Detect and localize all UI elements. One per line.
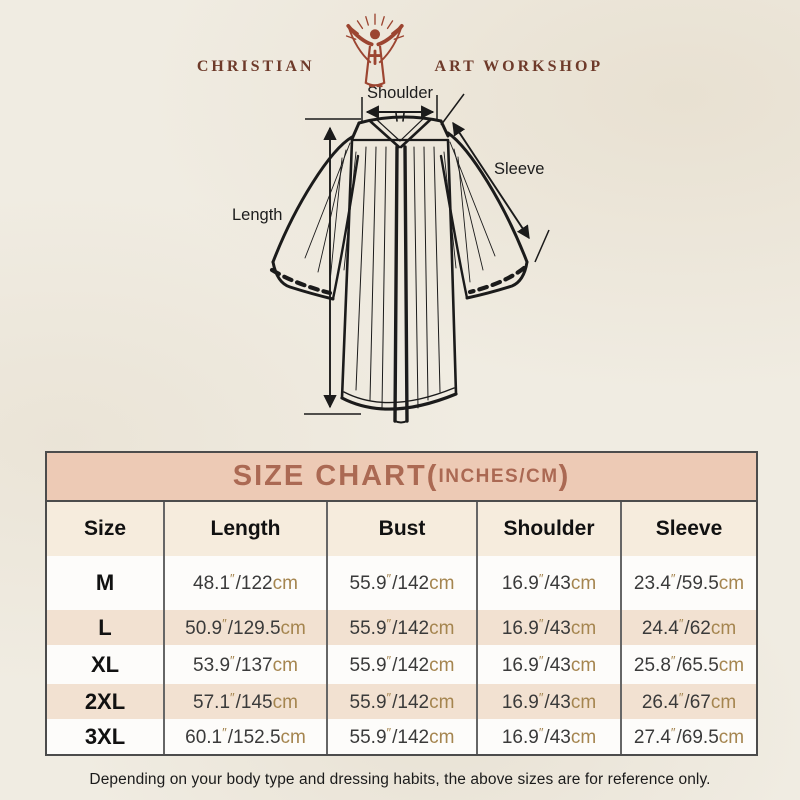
brand-header: CHRISTIAN <box>0 12 800 95</box>
length-value: 50.9″/129.5cm <box>163 610 327 645</box>
length-value: 53.9″/137cm <box>163 645 327 684</box>
sleeve-value: 26.4″/67cm <box>620 684 756 719</box>
column-header-sleeve: Sleeve <box>620 502 756 556</box>
size-row-l: L 50.9″/129.5cm 55.9″/142cm 16.9″/43cm 24.4″… <box>47 610 756 645</box>
sleeve-value: 25.8″/65.5cm <box>620 645 756 684</box>
sleeve-value: 24.4″/62cm <box>620 610 756 645</box>
bust-value: 55.9″/142cm <box>326 556 477 610</box>
size-chart-title: SIZE CHART(INCHES/CM) <box>47 453 756 502</box>
size-chart-card: SIZE CHART(INCHES/CM) Size Length Bust Shou… <box>45 451 758 756</box>
brand-text-right: ART WORKSHOP <box>434 57 604 75</box>
brand-text-left: CHRISTIAN <box>196 57 315 75</box>
column-header-bust: Bust <box>326 502 477 556</box>
bust-value: 55.9″/142cm <box>326 645 477 684</box>
shoulder-measure: Shoulder <box>361 84 438 122</box>
cuff-trim-right <box>467 265 527 295</box>
shoulder-value: 16.9″/43cm <box>476 684 621 719</box>
column-header-size: Size <box>47 502 164 556</box>
size-table: Size Length Bust Shoulder Sleeve M 48.1″/122c… <box>47 502 756 754</box>
jesus-rays-logo-icon <box>329 12 421 95</box>
shoulder-value: 16.9″/43cm <box>476 610 621 645</box>
column-header-shoulder: Shoulder <box>476 502 621 556</box>
size-label: L <box>98 614 112 640</box>
size-row-2xl: 2XL 57.1″/145cm 55.9″/142cm 16.9″/43cm 26.4″… <box>47 684 756 719</box>
length-label: Length <box>232 206 282 224</box>
bust-value: 55.9″/142cm <box>326 610 477 645</box>
robe-pleat-lines <box>355 146 441 409</box>
size-chart-title-unit: INCHES/CM <box>438 465 559 487</box>
length-value: 48.1″/122cm <box>163 556 327 610</box>
sleeve-measure: Sleeve <box>440 93 550 263</box>
length-measure: Length <box>232 118 361 415</box>
size-table-header-row: Size Length Bust Shoulder Sleeve <box>47 502 756 556</box>
sleeve-label: Sleeve <box>494 160 544 178</box>
sleeve-arrow <box>452 121 530 240</box>
size-label: 2XL <box>84 688 126 714</box>
robe-size-diagram: Shoulder Length Sleeve <box>232 84 550 424</box>
size-row-xl: XL 53.9″/137cm 55.9″/142cm 16.9″/43cm 25.8″/… <box>47 645 756 684</box>
length-value: 57.1″/145cm <box>163 684 327 719</box>
size-label: 3XL <box>84 723 126 749</box>
shoulder-value: 16.9″/43cm <box>476 556 621 610</box>
size-label: XL <box>90 651 120 677</box>
logo-figure <box>345 24 404 88</box>
shoulder-value: 16.9″/43cm <box>476 645 621 684</box>
length-value: 60.1″/152.5cm <box>163 719 327 754</box>
shoulder-label: Shoulder <box>367 84 434 102</box>
size-label: M <box>95 570 115 595</box>
size-chart-title-main: SIZE CHART <box>232 460 427 492</box>
robe-outline <box>269 112 529 424</box>
bust-value: 55.9″/142cm <box>326 684 477 719</box>
shoulder-value: 16.9″/43cm <box>476 719 621 754</box>
sleeve-value: 23.4″/59.5cm <box>620 556 756 610</box>
size-row-3xl: 3XL 60.1″/152.5cm 55.9″/142cm 16.9″/43cm 27.… <box>47 719 756 754</box>
column-header-length: Length <box>163 502 327 556</box>
size-row-m: M 48.1″/122cm 55.9″/142cm 16.9″/43cm 23.4″/5… <box>47 556 756 610</box>
title-paren-close: ) <box>558 460 571 492</box>
reference-note: Depending on your body type and dressing… <box>89 771 711 788</box>
title-paren-open: ( <box>426 460 439 492</box>
robe-left-sleeve <box>271 135 360 301</box>
sleeve-value: 27.4″/69.5cm <box>620 719 756 754</box>
bust-value: 55.9″/142cm <box>326 719 477 754</box>
